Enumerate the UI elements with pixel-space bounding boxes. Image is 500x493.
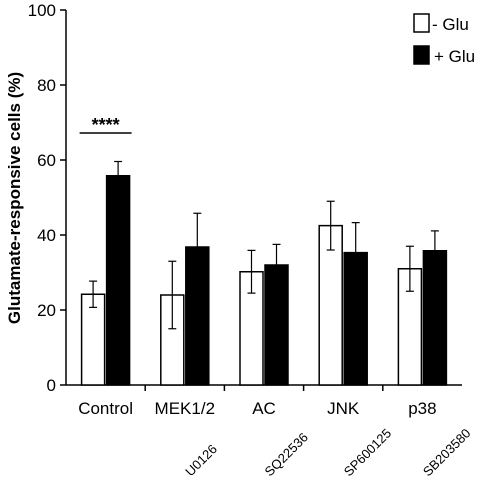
y-axis-label: Glutamate-responsive cells (%) <box>5 72 24 324</box>
x-tick-label: AC <box>252 399 276 418</box>
y-tick-label: 40 <box>37 226 56 245</box>
legend-label: - Glu <box>432 15 469 34</box>
y-tick-label: 80 <box>37 76 56 95</box>
y-tick-label: 20 <box>37 301 56 320</box>
bars <box>80 175 448 386</box>
axes <box>65 10 462 386</box>
y-tick-label: 60 <box>37 151 56 170</box>
inhibitor-label: U0126 <box>182 441 220 479</box>
x-tick-label: JNK <box>327 399 360 418</box>
inhibitor-label: SQ22536 <box>262 430 311 479</box>
legend: - Glu + Glu <box>413 13 475 66</box>
legend-swatch <box>413 13 430 33</box>
inhibitor-label: SP600125 <box>341 426 395 480</box>
error-bars <box>89 160 439 330</box>
legend-label: + Glu <box>434 47 475 66</box>
x-tick-label: MEK1/2 <box>155 399 215 418</box>
inhibitor-labels: U0126 SQ22536 SP600125 SB203580 <box>182 426 473 480</box>
bar-control-plus-glu <box>105 175 131 386</box>
y-tick-label: 100 <box>28 1 56 20</box>
x-tick-labels: Control MEK1/2 AC JNK p38 <box>78 385 437 418</box>
x-tick-label: p38 <box>408 399 436 418</box>
significance-annotation: **** <box>79 115 132 135</box>
inhibitor-label: SB203580 <box>420 426 474 480</box>
y-ticks: 0 20 40 60 80 100 <box>28 1 66 395</box>
significance-stars: **** <box>92 115 120 135</box>
x-tick-label: Control <box>78 399 133 418</box>
legend-swatch <box>413 45 430 65</box>
y-tick-label: 0 <box>47 376 56 395</box>
